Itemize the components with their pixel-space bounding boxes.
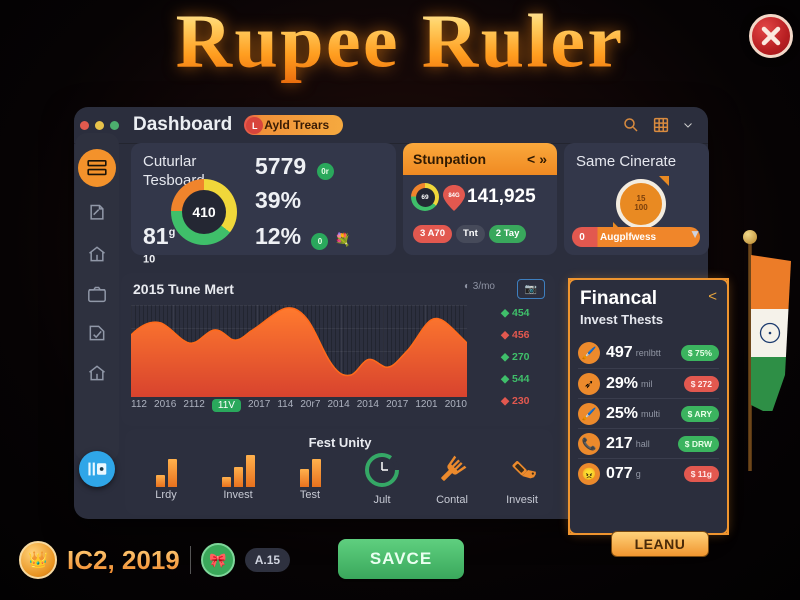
svg-text:84G: 84G xyxy=(448,193,460,199)
